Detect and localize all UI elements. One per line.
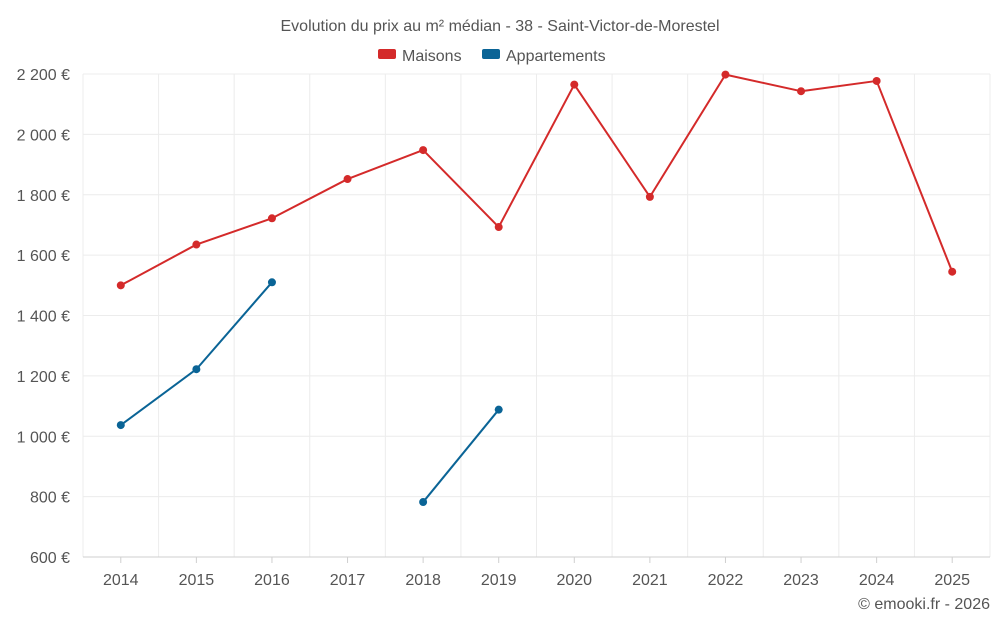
series-layer [116, 70, 957, 507]
credit-text: © emooki.fr - 2026 [858, 596, 990, 613]
legend-swatch-appartements [482, 49, 500, 59]
gridlines [82, 73, 991, 557]
x-tick-label: 2024 [859, 572, 895, 589]
y-tick-label: 2 200 € [17, 67, 70, 84]
data-point-appartements[interactable] [419, 498, 428, 507]
y-tick-label: 1 800 € [17, 188, 70, 205]
data-point-appartements[interactable] [494, 405, 503, 414]
legend-label-maisons: Maisons [402, 48, 462, 65]
x-tick-label: 2014 [103, 572, 139, 589]
data-point-maisons[interactable] [721, 70, 730, 79]
x-tick-label: 2022 [708, 572, 744, 589]
legend-swatch-maisons [378, 49, 396, 59]
series-appartements [116, 278, 503, 507]
data-point-maisons[interactable] [494, 223, 503, 232]
y-axis: 600 € 800 € 1 000 € 1 200 € 1 400 € 1 600 € 1 … [17, 67, 70, 567]
data-point-maisons[interactable] [872, 76, 881, 85]
y-tick-label: 1 000 € [17, 429, 70, 446]
series-maisons [116, 70, 957, 290]
y-tick-label: 600 € [30, 550, 70, 567]
x-tick-label: 2017 [330, 572, 366, 589]
x-tick-label: 2025 [934, 572, 970, 589]
series-line-maisons [120, 73, 954, 287]
data-point-maisons[interactable] [267, 214, 276, 223]
y-tick-label: 800 € [30, 490, 70, 507]
legend-item-appartements[interactable]: Appartements [482, 48, 606, 65]
y-tick-label: 1 200 € [17, 369, 70, 386]
x-tick-label: 2019 [481, 572, 517, 589]
x-tick-label: 2020 [556, 572, 592, 589]
y-tick-label: 1 600 € [17, 248, 70, 265]
legend-label-appartements: Appartements [506, 48, 606, 65]
legend-item-maisons[interactable]: Maisons [378, 48, 462, 65]
series-line-appartements [120, 281, 273, 426]
data-point-maisons[interactable] [570, 80, 579, 89]
x-tick-label: 2023 [783, 572, 819, 589]
x-tick-label: 2018 [405, 572, 441, 589]
data-point-maisons[interactable] [116, 281, 125, 290]
data-point-maisons[interactable] [797, 87, 806, 96]
legend: Maisons Appartements [378, 48, 606, 65]
data-point-maisons[interactable] [192, 240, 201, 249]
y-tick-label: 2 000 € [17, 127, 70, 144]
x-tick-label: 2016 [254, 572, 290, 589]
data-point-appartements[interactable] [267, 278, 276, 287]
data-point-appartements[interactable] [116, 421, 125, 430]
data-point-appartements[interactable] [192, 365, 201, 374]
data-point-maisons[interactable] [343, 175, 352, 184]
x-tick-label: 2021 [632, 572, 668, 589]
data-point-maisons[interactable] [948, 267, 957, 276]
x-tick-label: 2015 [179, 572, 215, 589]
series-line-appartements [422, 409, 500, 503]
chart-title: Evolution du prix au m² médian - 38 - Sa… [281, 18, 720, 35]
data-point-maisons[interactable] [419, 146, 428, 155]
y-tick-label: 1 400 € [17, 309, 70, 326]
data-point-maisons[interactable] [645, 192, 654, 201]
x-axis: 2014 2015 2016 2017 2018 2019 2020 2021 2022 2023… [83, 556, 990, 589]
